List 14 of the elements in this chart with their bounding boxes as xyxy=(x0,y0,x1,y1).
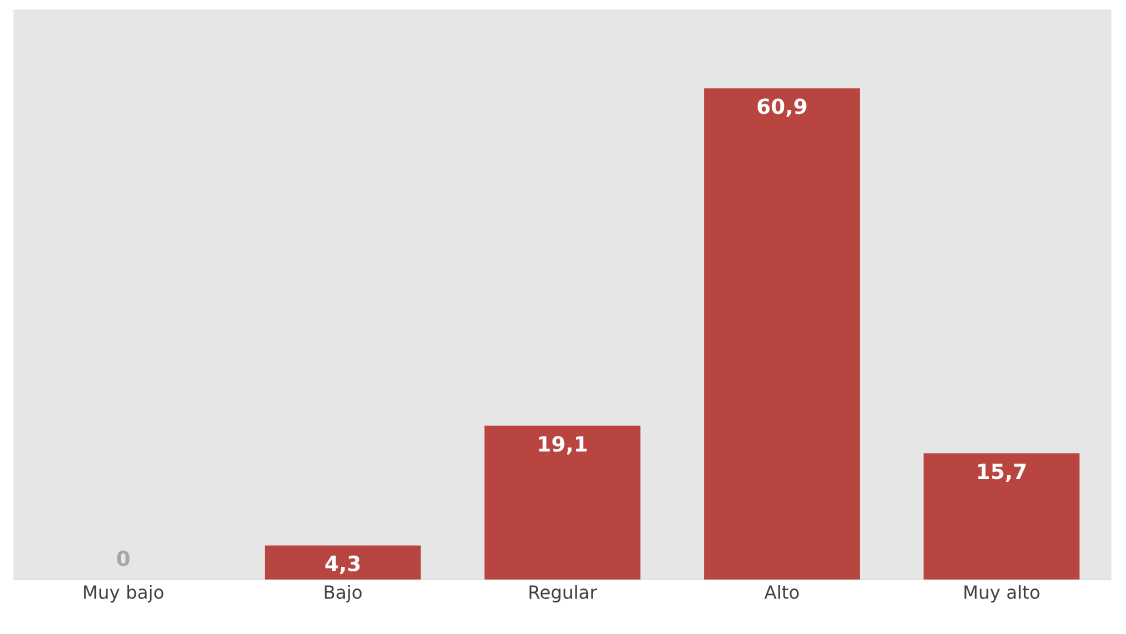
x-tick-label: Muy alto xyxy=(964,584,1040,603)
data-label: 15,7 xyxy=(978,463,1026,482)
x-tick-label: Regular xyxy=(529,584,598,603)
data-label: 60,9 xyxy=(757,98,807,117)
data-label: 0 xyxy=(117,550,130,567)
x-tick-label: Muy bajo xyxy=(84,584,164,603)
bar xyxy=(484,425,641,581)
x-tick-label: Bajo xyxy=(324,584,362,603)
data-label: 19,1 xyxy=(539,436,587,455)
bar xyxy=(704,88,860,581)
bar xyxy=(923,453,1080,581)
bar xyxy=(264,545,421,581)
x-tick-label: Alto xyxy=(764,584,799,599)
data-label: 4,3 xyxy=(325,555,360,575)
